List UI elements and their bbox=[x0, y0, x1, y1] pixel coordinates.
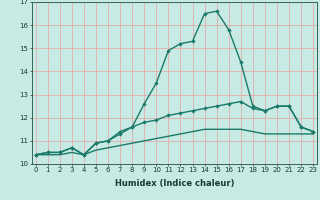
X-axis label: Humidex (Indice chaleur): Humidex (Indice chaleur) bbox=[115, 179, 234, 188]
